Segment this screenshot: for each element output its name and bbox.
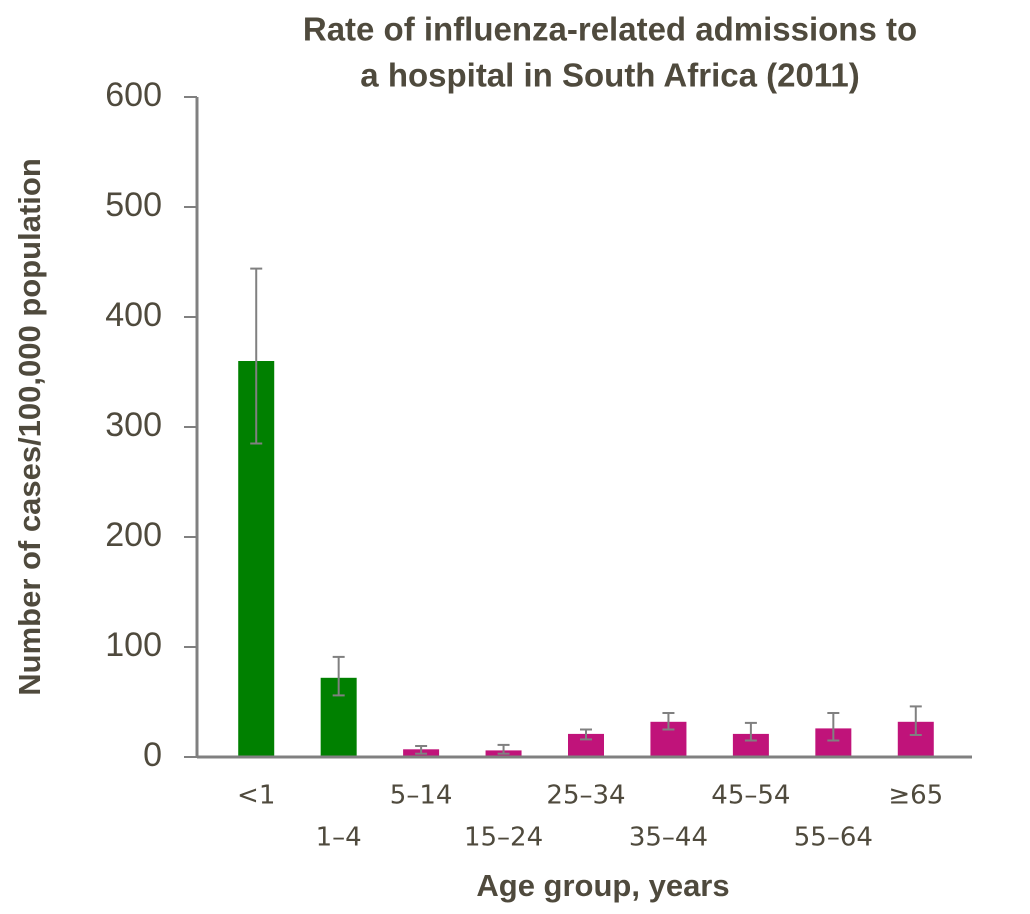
x-tick-label: 45–54 <box>711 781 790 811</box>
x-tick-label: ≥65 <box>888 781 943 811</box>
chart-title: Rate of influenza-related admissions to <box>303 11 917 48</box>
y-tick-label: 100 <box>105 626 162 664</box>
y-tick-label: 0 <box>143 736 162 774</box>
x-tick-label: 1–4 <box>316 823 362 853</box>
y-tick-label: 400 <box>105 296 162 334</box>
y-tick-label: 500 <box>105 186 162 224</box>
y-tick-label: 600 <box>105 76 162 114</box>
x-tick-label: 15–24 <box>464 823 543 853</box>
x-tick-label: 55–64 <box>794 823 873 853</box>
x-axis-label: Age group, years <box>476 868 729 903</box>
x-tick-label: 35–44 <box>629 823 708 853</box>
y-axis-label: Number of cases/100,000 population <box>12 158 47 696</box>
bar <box>568 733 604 757</box>
chart-title: a hospital in South Africa (2011) <box>360 57 859 94</box>
y-tick-label: 300 <box>105 406 162 444</box>
x-tick-label: <1 <box>237 781 275 811</box>
bar <box>732 733 769 757</box>
x-tick-label: 5–14 <box>390 781 453 811</box>
x-tick-label: 25–34 <box>546 781 625 811</box>
y-tick-label: 200 <box>105 516 162 554</box>
